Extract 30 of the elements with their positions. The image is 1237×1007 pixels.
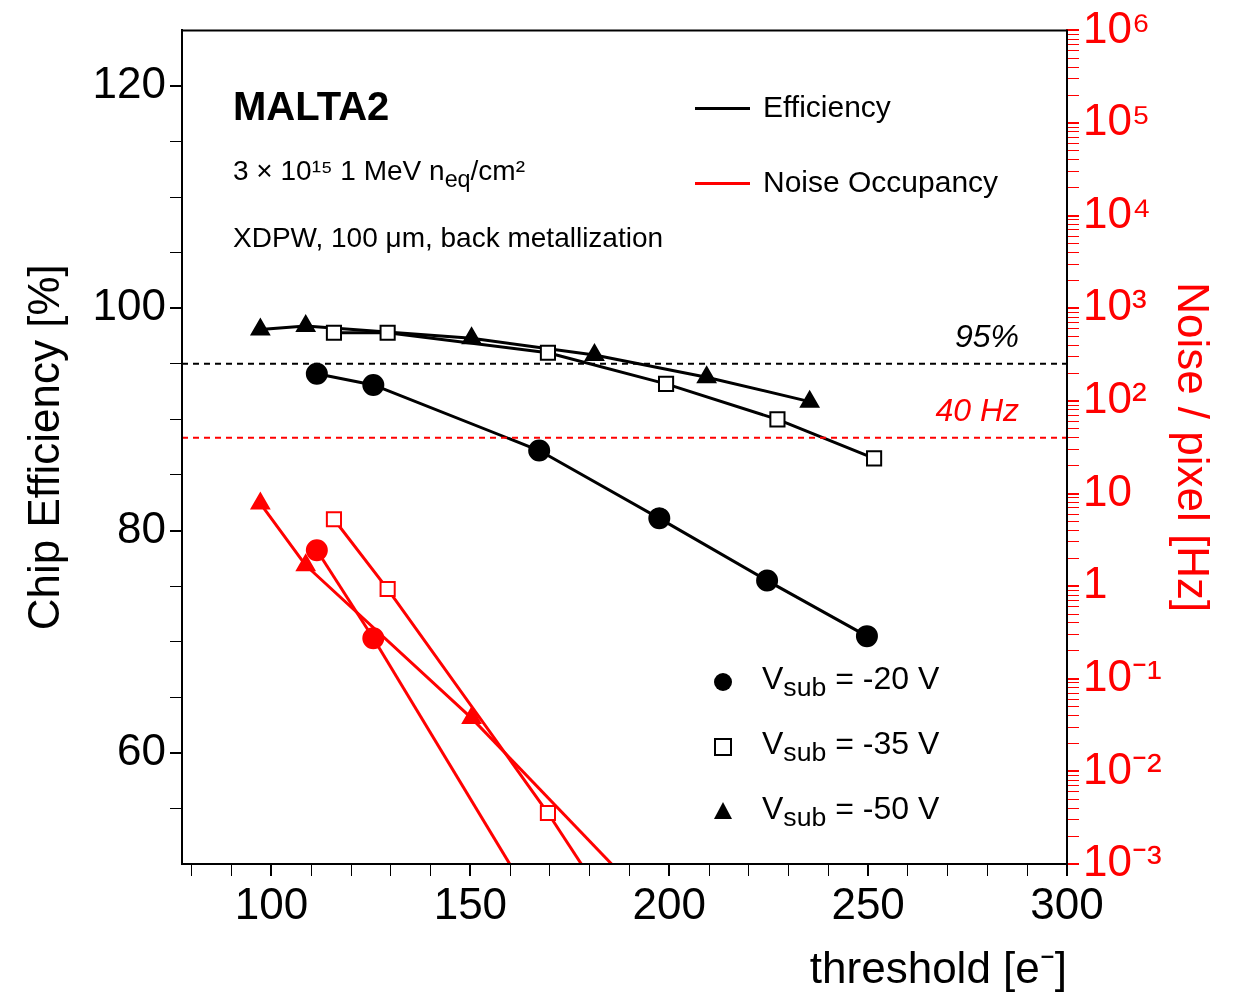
ref-line-label: 95% [954, 317, 1019, 354]
y-tick-label: 60 [117, 724, 166, 774]
y2-tick-label: 10⁵ [1083, 95, 1151, 145]
y2-tick-label: 10⁻² [1083, 743, 1162, 793]
annotation: Noise Occupancy [763, 165, 999, 199]
y-axis-title: Chip Efficiency [%] [18, 264, 68, 631]
y2-tick-label: 10³ [1083, 280, 1147, 330]
legend-label: V$_{sub}$ = -50 V [762, 790, 940, 834]
y2-tick-label: 10⁴ [1083, 187, 1151, 237]
y-tick-label: 120 [92, 58, 166, 108]
y-tick-label: 80 [117, 502, 166, 552]
x-tick-label: 100 [234, 878, 309, 928]
text: MALTA2 [233, 84, 390, 129]
y2-tick-label: 10² [1083, 373, 1147, 423]
legend-label: V$_{sub}$ = -20 V [762, 660, 940, 704]
y-tick-label: 100 [92, 280, 166, 330]
x-tick-label: 150 [433, 878, 508, 928]
legend-label: V$_{sub}$ = -35 V [762, 725, 940, 769]
y2-tick-label: 10 [1083, 465, 1132, 515]
y2-tick-label: 10⁻¹ [1083, 650, 1162, 700]
y2-tick-label: 10⁶ [1083, 2, 1151, 52]
annotation: XDPW, 100 μm, back metallization [233, 222, 664, 254]
x-tick-label: 200 [632, 878, 706, 928]
x-axis-title: threshold [e⁻] [809, 942, 1067, 992]
y2-axis-title: Noise / pixel [Hz] [1169, 282, 1219, 613]
y2-tick-label: 1 [1083, 558, 1108, 608]
annotation: Efficiency [763, 90, 891, 124]
x-tick-label: 250 [831, 878, 905, 928]
ref-line-label: 40 Hz [935, 391, 1019, 428]
text: 3 × 10¹⁵ 1 MeV n$_{eq}$/cm² [233, 155, 526, 193]
